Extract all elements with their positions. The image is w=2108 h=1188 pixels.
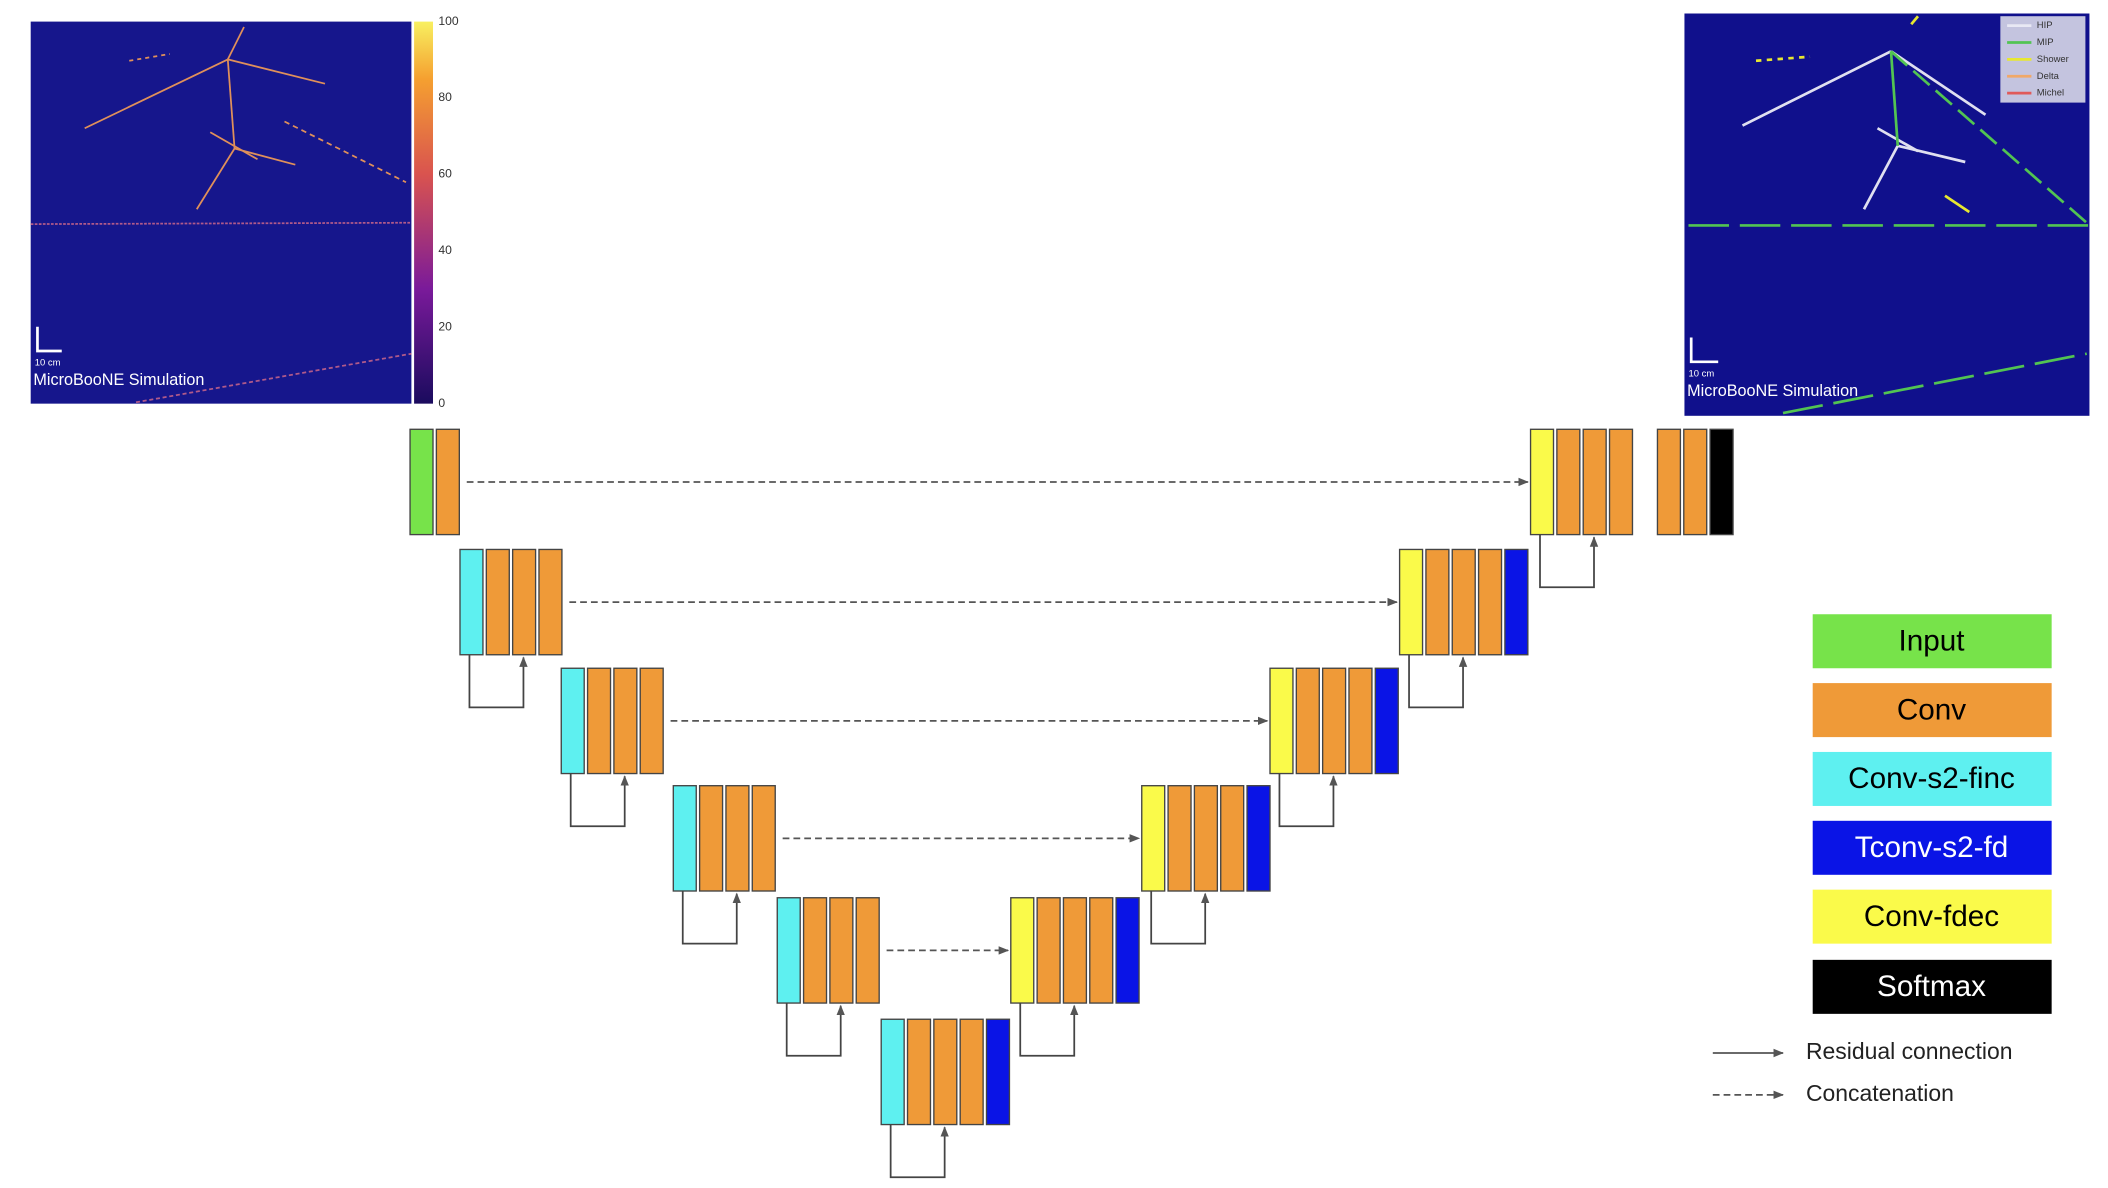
residual-connection bbox=[1539, 534, 1599, 589]
layer-block bbox=[459, 548, 484, 656]
layer-block bbox=[1451, 548, 1476, 656]
legend-label: Shower bbox=[2037, 54, 2069, 65]
layer-block bbox=[855, 897, 880, 1004]
colorbar-tick-label: 100 bbox=[438, 14, 459, 28]
layer-block bbox=[802, 897, 828, 1004]
colorbar-tick-label: 80 bbox=[438, 90, 452, 104]
colorbar-tick-label: 60 bbox=[438, 167, 452, 181]
layer-block bbox=[511, 548, 537, 656]
residual-connection bbox=[1278, 773, 1338, 828]
layer-block bbox=[1529, 428, 1555, 536]
legend-swatch bbox=[1812, 959, 2052, 1014]
image-caption: MicroBooNE Simulation bbox=[1687, 382, 1858, 400]
scale-label: 10 cm bbox=[35, 358, 61, 369]
layer-block bbox=[1398, 548, 1424, 656]
legend-label: Conv-fdec bbox=[1864, 900, 1999, 933]
colorbar-tick-label: 20 bbox=[438, 319, 452, 333]
legend-swatch bbox=[1812, 889, 2052, 944]
residual-connection bbox=[468, 654, 528, 709]
layer-block bbox=[639, 667, 664, 775]
layer-block bbox=[1115, 897, 1140, 1004]
layer-block bbox=[776, 897, 801, 1004]
layer-block bbox=[1556, 428, 1581, 536]
layer-block bbox=[1321, 667, 1347, 775]
layer-block bbox=[1036, 897, 1061, 1004]
legend-label: Tconv-s2-fd bbox=[1855, 831, 2008, 864]
legend-label: Conv-s2-finc bbox=[1848, 762, 2015, 795]
legend-label: Softmax bbox=[1877, 970, 1986, 1003]
residual-connection bbox=[1150, 891, 1210, 945]
layer-block bbox=[1167, 785, 1192, 892]
legend-label: HIP bbox=[2037, 20, 2053, 31]
layer-block bbox=[1348, 667, 1373, 775]
residual-connection bbox=[681, 891, 741, 945]
layer-block bbox=[1477, 548, 1503, 656]
colorbar-tick-label: 0 bbox=[438, 396, 445, 410]
layer-block bbox=[1141, 785, 1166, 892]
layer-block bbox=[586, 667, 612, 775]
layer-block bbox=[1582, 428, 1607, 536]
layer-block bbox=[1504, 548, 1529, 656]
layer-block bbox=[959, 1018, 984, 1126]
image-caption: MicroBooNE Simulation bbox=[33, 371, 204, 389]
layer-block bbox=[933, 1018, 958, 1126]
layer-block bbox=[538, 548, 563, 656]
layer-block bbox=[1220, 785, 1245, 892]
residual-connection bbox=[569, 773, 629, 828]
legend-swatch bbox=[1812, 683, 2052, 738]
residual-connection bbox=[889, 1124, 949, 1179]
legend-swatch bbox=[1812, 751, 2052, 806]
layer-block bbox=[880, 1018, 905, 1126]
layer-block bbox=[1010, 897, 1035, 1004]
legend-label: Residual connection bbox=[1806, 1038, 2013, 1064]
legend-label: MIP bbox=[2037, 37, 2054, 48]
residual-connection bbox=[1408, 654, 1468, 709]
scale-label: 10 cm bbox=[1689, 368, 1715, 379]
image-background bbox=[30, 21, 412, 404]
layer-block bbox=[1608, 428, 1634, 536]
layer-block bbox=[1425, 548, 1450, 656]
layer-block bbox=[485, 548, 510, 656]
residual-connection bbox=[1019, 1003, 1079, 1057]
layer-block bbox=[1062, 897, 1088, 1004]
layer-block bbox=[1295, 667, 1320, 775]
residual-connection bbox=[785, 1003, 845, 1057]
layer-block bbox=[1374, 667, 1399, 775]
layer-block bbox=[409, 428, 434, 536]
legend-label: Michel bbox=[2037, 88, 2064, 99]
layer-block bbox=[1709, 428, 1734, 536]
legend-label: Conv bbox=[1897, 693, 1966, 726]
colorbar bbox=[414, 21, 433, 404]
legend-swatch bbox=[1812, 820, 2052, 875]
legend-label: Delta bbox=[2037, 71, 2060, 82]
layer-block bbox=[560, 667, 585, 775]
layer-block bbox=[1089, 897, 1114, 1004]
layer-block bbox=[613, 667, 638, 775]
layer-block bbox=[1683, 428, 1708, 536]
layer-block bbox=[985, 1018, 1011, 1126]
legend-label: Input bbox=[1898, 624, 1965, 657]
layer-block bbox=[1246, 785, 1271, 892]
layer-block bbox=[1193, 785, 1219, 892]
layer-block bbox=[698, 785, 724, 892]
layer-block bbox=[1656, 428, 1682, 536]
colorbar-tick-label: 40 bbox=[438, 243, 452, 257]
layer-block bbox=[435, 428, 460, 536]
tracks bbox=[1688, 15, 2090, 415]
input-image: 10 cm MicroBooNE Simulation bbox=[30, 21, 433, 404]
layer-block bbox=[672, 785, 697, 892]
legend-label: Concatenation bbox=[1806, 1080, 1954, 1106]
layer-block bbox=[751, 785, 776, 892]
layer-block bbox=[829, 897, 854, 1004]
legend-swatch bbox=[1812, 614, 2052, 669]
layer-block bbox=[725, 785, 750, 892]
layer-block bbox=[906, 1018, 932, 1126]
tracks bbox=[30, 26, 412, 404]
layer-block bbox=[1269, 667, 1294, 775]
output-image: 10 cm MicroBooNE Simulation bbox=[1684, 13, 2090, 416]
